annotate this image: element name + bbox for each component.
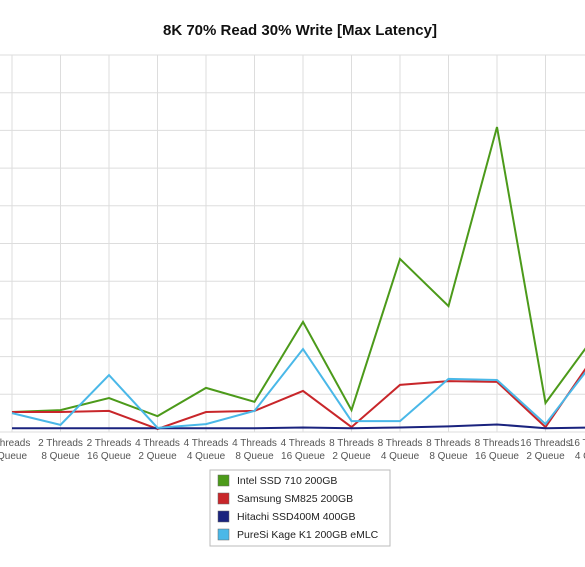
x-tick-label: Threads xyxy=(0,438,30,449)
x-tick-label: 2 Queue xyxy=(526,451,565,462)
x-tick-label: 16 Queue xyxy=(475,451,519,462)
x-tick-label: 8 Queue xyxy=(429,451,468,462)
x-tick-label: 4 Queue xyxy=(575,451,585,462)
series-line xyxy=(12,423,585,430)
x-tick-label: 16 Queue xyxy=(87,451,131,462)
x-tick-label: 2 Threads xyxy=(38,438,83,449)
x-tick-label: 2 Queue xyxy=(138,451,177,462)
x-tick-label: 8 Threads xyxy=(329,438,374,449)
x-tick-label: 8 Threads xyxy=(378,438,423,449)
x-tick-label: 4 Queue xyxy=(187,451,226,462)
legend-label: Samsung SM825 200GB xyxy=(237,493,353,505)
x-tick-label: 8 Queue xyxy=(41,451,80,462)
x-tick-label: 2 Threads xyxy=(87,438,132,449)
legend-swatch xyxy=(217,528,230,541)
series-line xyxy=(11,126,585,418)
x-tick-label: 4 Threads xyxy=(281,438,326,449)
legend-label: Hitachi SSD400M 400GB xyxy=(237,511,355,523)
legend-label: PureSi Kage K1 200GB eMLC xyxy=(237,529,379,541)
series-line xyxy=(11,347,585,429)
x-tick-label: 8 Queue xyxy=(235,451,274,462)
legend-swatch xyxy=(217,492,230,505)
x-tick-label: 4 Threads xyxy=(232,438,277,449)
chart-title: 8K 70% Read 30% Write [Max Latency] xyxy=(163,22,437,39)
x-tick-label: 16 Threads xyxy=(520,438,570,449)
x-tick-label: Queue xyxy=(0,451,27,462)
legend-swatch xyxy=(217,474,230,487)
series-line xyxy=(12,367,585,431)
legend-label: Intel SSD 710 200GB xyxy=(237,475,337,487)
x-tick-label: 8 Threads xyxy=(475,438,520,449)
x-tick-label: 8 Threads xyxy=(426,438,471,449)
x-tick-label: 2 Queue xyxy=(332,451,371,462)
x-tick-label: 4 Threads xyxy=(184,438,229,449)
x-tick-label: 16 Threads xyxy=(569,438,585,449)
x-tick-label: 16 Queue xyxy=(281,451,325,462)
x-tick-label: 4 Threads xyxy=(135,438,180,449)
legend-swatch xyxy=(217,510,230,523)
x-tick-label: 4 Queue xyxy=(381,451,420,462)
legend-box xyxy=(209,469,391,547)
